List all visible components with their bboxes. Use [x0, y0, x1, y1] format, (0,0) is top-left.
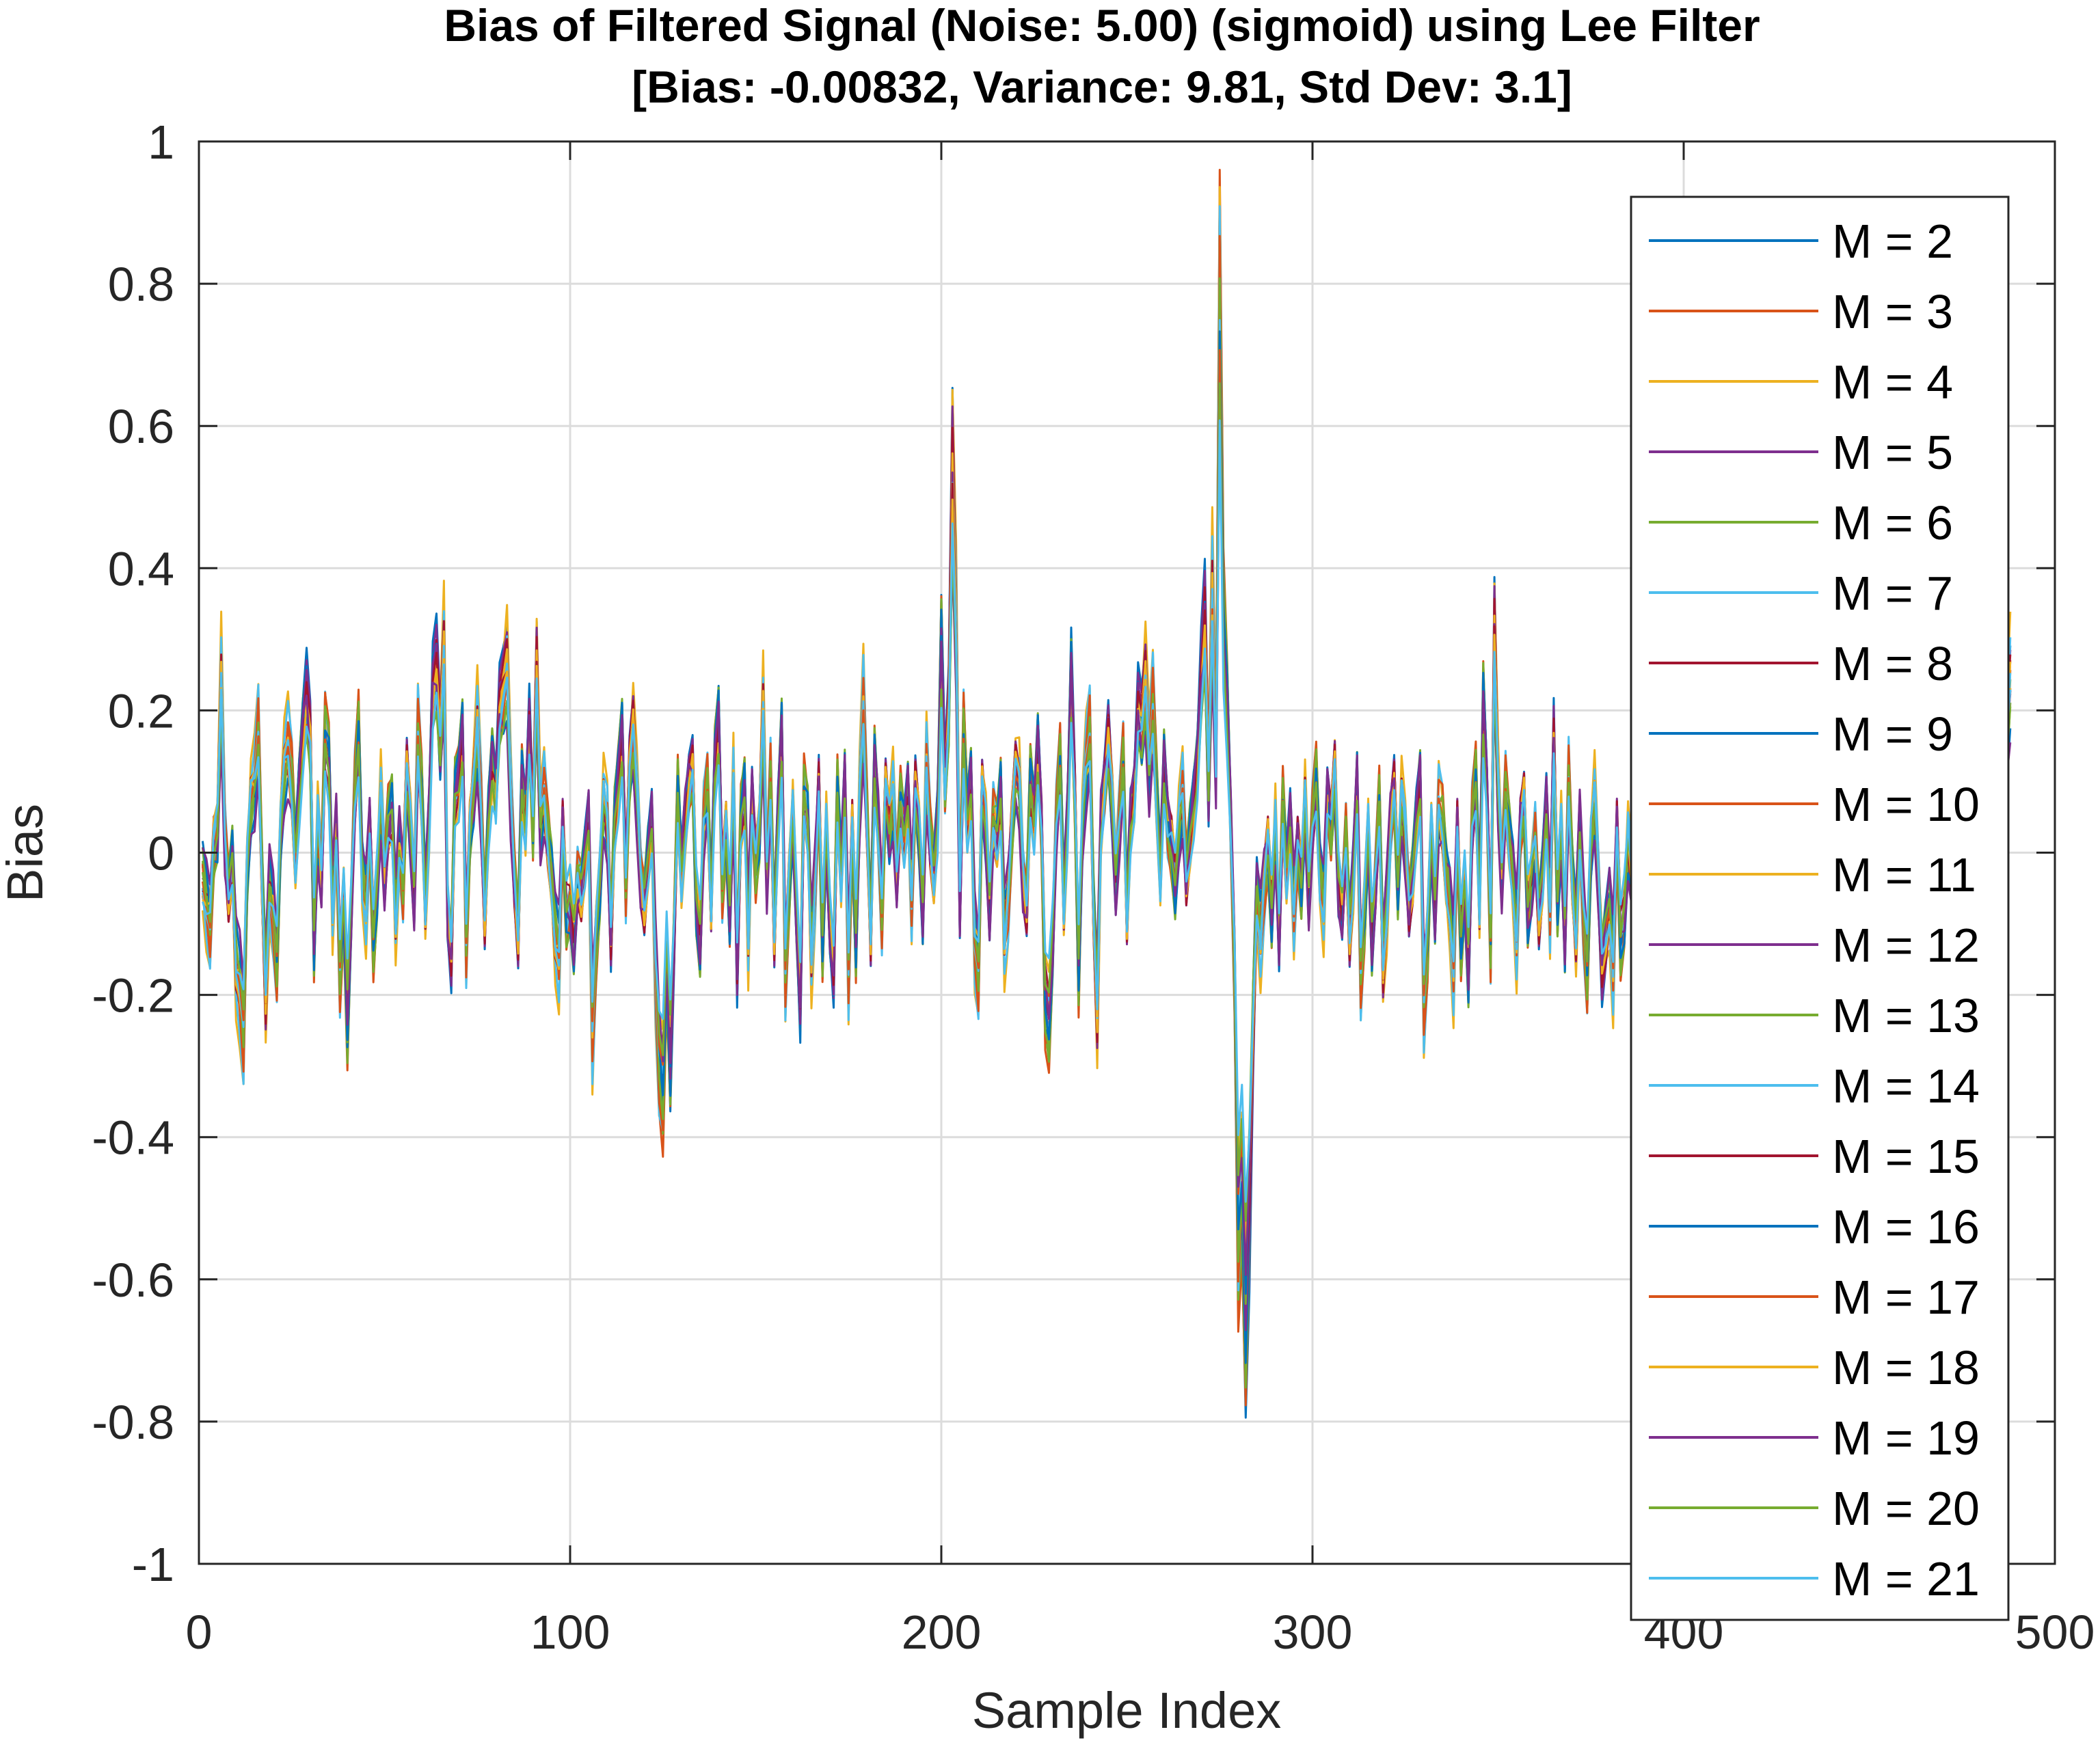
legend-label: M = 18 — [1832, 1341, 1980, 1394]
x-tick-label: 100 — [530, 1606, 610, 1659]
legend-label: M = 4 — [1832, 355, 1953, 409]
legend-label: M = 5 — [1832, 426, 1953, 479]
y-tick-label: 0.2 — [108, 684, 174, 737]
legend-items: M = 2 M = 3 M = 4 M = 5 M = 6 M = 7 M = 8 M = 9… — [1649, 215, 1980, 1606]
x-tick-label: 500 — [2015, 1606, 2095, 1659]
chart-subtitle: [Bias: -0.00832, Variance: 9.81, Std Dev… — [632, 62, 1572, 112]
x-tick-label: 300 — [1273, 1606, 1353, 1659]
x-tick-label: 0 — [186, 1606, 213, 1659]
legend-label: M = 11 — [1832, 848, 1976, 902]
legend: M = 2 M = 3 M = 4 M = 5 M = 6 M = 7 M = 8 M = 9… — [1630, 195, 2010, 1621]
legend-label: M = 15 — [1832, 1130, 1980, 1183]
axis-ticks: 0 100 200 300 400 50010.80.60.40.20-0.2-0.4-0… — [92, 116, 2095, 1659]
chart-title: Bias of Filtered Signal (Noise: 5.00) (s… — [444, 0, 1760, 51]
legend-label: M = 14 — [1832, 1059, 1980, 1113]
legend-label: M = 20 — [1832, 1482, 1980, 1535]
y-tick-label: 0.4 — [108, 542, 174, 595]
legend-label: M = 9 — [1832, 707, 1953, 761]
legend-label: M = 7 — [1832, 567, 1953, 620]
legend-label: M = 21 — [1832, 1552, 1980, 1606]
y-tick-label: 0.8 — [108, 258, 174, 311]
legend-label: M = 13 — [1832, 989, 1980, 1042]
legend-label: M = 8 — [1832, 637, 1953, 690]
legend-label: M = 19 — [1832, 1411, 1980, 1465]
legend-label: M = 16 — [1832, 1200, 1980, 1254]
legend-label: M = 6 — [1832, 496, 1953, 550]
y-tick-label: -0.6 — [92, 1254, 174, 1307]
y-tick-label: 1 — [148, 116, 174, 169]
y-tick-label: -0.2 — [92, 969, 174, 1023]
legend-box — [1630, 195, 2010, 1621]
legend-label: M = 3 — [1832, 285, 1953, 338]
legend-label: M = 2 — [1832, 215, 1953, 268]
y-axis-label: Bias — [0, 804, 53, 902]
legend-label: M = 12 — [1832, 919, 1980, 972]
y-tick-label: 0.6 — [108, 400, 174, 453]
y-tick-label: -0.4 — [92, 1111, 174, 1165]
legend-label: M = 10 — [1832, 778, 1980, 831]
x-tick-label: 200 — [902, 1606, 982, 1659]
legend-label: M = 17 — [1832, 1271, 1980, 1324]
y-tick-label: 0 — [148, 827, 174, 880]
y-tick-label: -0.8 — [92, 1396, 174, 1449]
y-tick-label: -1 — [132, 1538, 174, 1591]
x-axis-label: Sample Index — [972, 1682, 1282, 1739]
